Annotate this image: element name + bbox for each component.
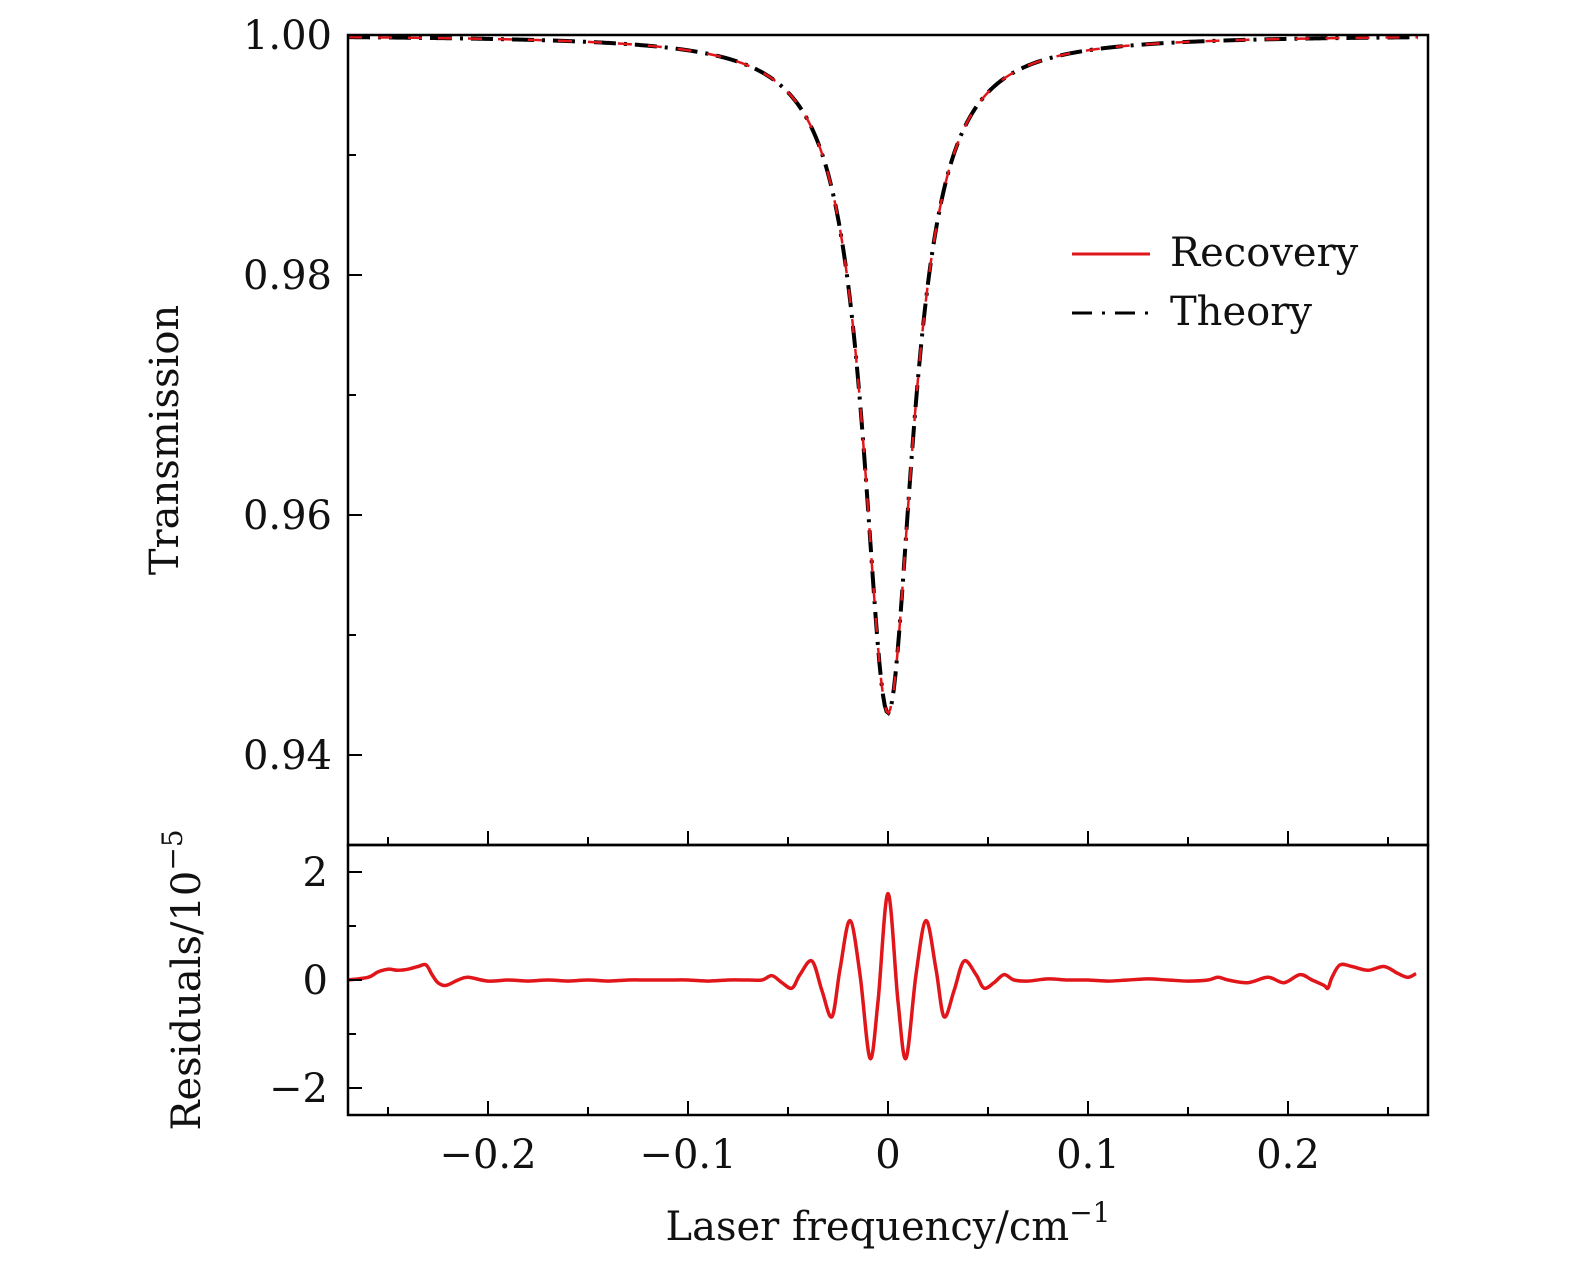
x-tick-label: 0 [875, 1132, 900, 1178]
recovery-line [348, 35, 1419, 715]
theory-line [348, 35, 1419, 716]
x-tick-label: 0.2 [1256, 1132, 1320, 1178]
residuals-line [348, 891, 1417, 1061]
bottom-y-tick-labels: −2 0 2 [269, 850, 328, 1112]
x-tick-label: −0.2 [439, 1132, 536, 1178]
x-axis-label-exponent: −1 [1069, 1196, 1110, 1229]
x-tick-label: 0.1 [1056, 1132, 1120, 1178]
top-y-tick-label: 0.96 [243, 493, 332, 539]
top-y-tick-label: 0.98 [243, 253, 332, 299]
residuals-panel: −2 0 2 −0.2 −0.1 0 0.1 0.2 Residuals/10−5 Lase… [156, 829, 1430, 1250]
top-axis-ticks [348, 34, 1389, 845]
x-axis-label-text: Laser frequency/cm [666, 1204, 1070, 1250]
legend-recovery-label: Recovery [1170, 230, 1359, 276]
bottom-plot-frame [346, 843, 1430, 1117]
bottom-y-tick-label: 0 [303, 958, 328, 1004]
top-plot-frame [346, 33, 1430, 847]
x-axis-label: Laser frequency/cm−1 [666, 1196, 1111, 1250]
top-y-tick-labels: 0.94 0.96 0.98 1.00 [243, 13, 332, 779]
y-axis-label-residuals: Residuals/10−5 [156, 829, 210, 1130]
legend: Recovery Theory [1072, 230, 1359, 335]
y-axis-label-transmission: Transmission [142, 305, 188, 575]
top-y-tick-label: 1.00 [243, 13, 332, 59]
bottom-y-tick-label: 2 [303, 850, 328, 896]
residuals-label-text: Residuals/10 [164, 871, 210, 1131]
x-tick-labels: −0.2 −0.1 0 0.1 0.2 [439, 1132, 1319, 1178]
top-y-tick-label: 0.94 [243, 733, 332, 779]
legend-theory-label: Theory [1170, 289, 1312, 335]
x-tick-label: −0.1 [639, 1132, 736, 1178]
residuals-label-exponent: −5 [156, 829, 189, 870]
bottom-axis-ticks [348, 871, 1389, 1115]
transmission-panel: 0.94 0.96 0.98 1.00 Transmission Recovery T… [142, 13, 1430, 847]
bottom-y-tick-label: −2 [269, 1066, 328, 1112]
